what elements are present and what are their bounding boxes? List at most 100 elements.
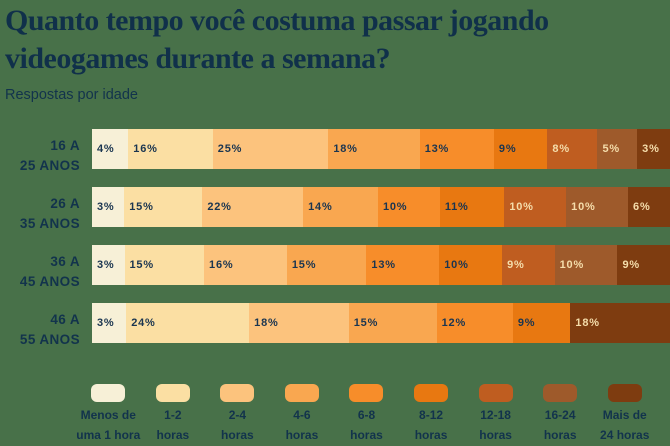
age-group-label: 26 A 35 ANOS (0, 194, 80, 234)
bar-segment: 14% (303, 187, 378, 227)
bar-segment: 11% (439, 187, 505, 227)
bar-segment-value: 16% (133, 143, 158, 155)
chart-row: 36 A 45 ANOS 3% 15% 16% 15% 13% 10% 9% 10% 9% (0, 245, 670, 289)
bar-segment: 10% (504, 187, 567, 227)
legend-color-swatch (155, 384, 190, 402)
bar-segment: 3% (92, 303, 127, 343)
legend-color-swatch (478, 384, 513, 402)
legend-item-label: 2-4 horas (221, 405, 254, 445)
legend-item-label: Mais de 24 horas (600, 405, 649, 445)
bar-segment-value: 9% (622, 259, 640, 271)
legend-item-label: 16-24 horas (544, 405, 577, 445)
bar-segment-value: 3% (642, 143, 660, 155)
bar-segment: 15% (124, 245, 205, 285)
legend-item: 12-18 horas (463, 384, 528, 445)
legend-item-label: 1-2 horas (156, 405, 189, 445)
bar-segment-value: 10% (382, 201, 408, 213)
bar-segment: 13% (366, 245, 440, 285)
legend-item: Menos de uma 1 hora (76, 384, 141, 445)
legend-item-label: 12-18 horas (479, 405, 512, 445)
legend-item-label: 8-12 horas (415, 405, 448, 445)
legend-color-swatch (543, 384, 578, 402)
age-group-label-line2: 35 ANOS (19, 216, 80, 231)
legend-item-label: 4-6 horas (286, 405, 319, 445)
legend-item-label-line2: horas (543, 428, 577, 442)
bar-segment: 9% (617, 245, 670, 285)
bar-segment-value: 9% (507, 259, 525, 271)
legend-item-label-line1: Mais de (602, 408, 647, 422)
stacked-bar: 3% 24% 18% 15% 12% 9% 18% (92, 303, 670, 343)
age-group-label-line1: 46 A (50, 312, 80, 327)
legend-item-label-line1: 2-4 (228, 408, 247, 422)
chart-row: 26 A 35 ANOS 3% 15% 22% 14% 10% 11% 10% 10% 6% (0, 187, 670, 231)
age-group-label: 46 A 55 ANOS (0, 310, 80, 350)
bar-segment-value: 18% (333, 143, 358, 155)
age-group-label-line1: 16 A (50, 138, 80, 153)
bar-segment: 9% (502, 245, 555, 285)
bar-segment-value: 10% (444, 259, 469, 271)
bar-segment-value: 3% (97, 201, 115, 213)
chart-row: 16 A 25 ANOS 4% 16% 25% 18% 13% 9% 8% 5% 3% (0, 129, 670, 173)
bar-segment-value: 10% (509, 201, 534, 213)
age-group-label-line2: 25 ANOS (19, 158, 80, 173)
bar-segment: 10% (439, 245, 503, 285)
legend-item-label-line2: horas (479, 428, 512, 442)
bar-segment-value: 13% (424, 143, 450, 155)
legend-item-label: 6-8 horas (350, 405, 383, 445)
bar-segment-value: 15% (129, 201, 154, 213)
bar-segment: 10% (554, 245, 618, 285)
legend-item: 16-24 horas (528, 384, 593, 445)
legend-item-label-line2: horas (285, 428, 319, 442)
bar-segment-value: 15% (291, 259, 317, 271)
bar-segment-value: 10% (571, 201, 596, 213)
legend-item: 2-4 horas (205, 384, 270, 445)
bar-segment-value: 14% (308, 201, 333, 213)
chart-legend: Menos de uma 1 hora 1-2 horas 2-4 horas 4-6 hor… (76, 384, 657, 445)
age-group-label: 16 A 25 ANOS (0, 136, 80, 176)
bar-segment: 6% (628, 187, 670, 227)
bar-segment-value: 9% (517, 317, 536, 329)
stacked-bar: 3% 15% 16% 15% 13% 10% 9% 10% 9% (92, 245, 670, 285)
bar-segment: 15% (348, 303, 437, 343)
legend-item-label-line1: 12-18 (480, 408, 511, 422)
bar-segment-value: 13% (371, 259, 396, 271)
bar-segment: 25% (212, 129, 329, 169)
age-group-label-line1: 26 A (50, 196, 80, 211)
page-title: Quanto tempo você costuma passar jogando… (5, 4, 549, 75)
age-group-label-line2: 45 ANOS (19, 274, 80, 289)
bar-segment-value: 25% (217, 143, 243, 155)
bar-segment: 12% (436, 303, 513, 343)
bar-segment: 15% (286, 245, 367, 285)
bar-segment-value: 3% (97, 317, 115, 329)
bar-segment: 3% (92, 245, 125, 285)
bar-segment-value: 9% (498, 143, 517, 155)
legend-item: 1-2 horas (141, 384, 206, 445)
bar-segment: 5% (597, 129, 638, 169)
bar-segment-value: 16% (209, 259, 234, 271)
legend-item-label-line1: 8-12 (419, 408, 444, 422)
bar-segment-value: 22% (207, 201, 232, 213)
legend-item-label-line2: horas (156, 428, 190, 442)
bar-segment: 18% (328, 129, 420, 169)
bar-segment-value: 10% (559, 259, 585, 271)
bar-segment: 3% (92, 187, 125, 227)
bar-segment-value: 11% (444, 201, 469, 213)
legend-item-label-line1: 4-6 (293, 408, 311, 422)
bar-segment: 8% (547, 129, 598, 169)
bar-segment-value: 24% (131, 317, 156, 329)
bar-segment-value: 6% (633, 201, 651, 213)
stacked-bar: 3% 15% 22% 14% 10% 11% 10% 10% 6% (92, 187, 670, 227)
legend-color-swatch (349, 384, 384, 402)
bar-segment-value: 3% (97, 259, 115, 271)
legend-color-swatch (414, 384, 449, 402)
bar-segment: 16% (204, 245, 287, 285)
bar-segment: 18% (249, 303, 349, 343)
legend-color-swatch (284, 384, 319, 402)
bar-segment: 10% (377, 187, 440, 227)
bar-segment-value: 18% (254, 317, 279, 329)
age-group-label: 36 A 45 ANOS (0, 252, 80, 292)
chart-row: 46 A 55 ANOS 3% 24% 18% 15% 12% 9% 18% (0, 303, 670, 347)
bar-segment: 18% (570, 303, 670, 343)
legend-color-swatch (607, 384, 642, 402)
